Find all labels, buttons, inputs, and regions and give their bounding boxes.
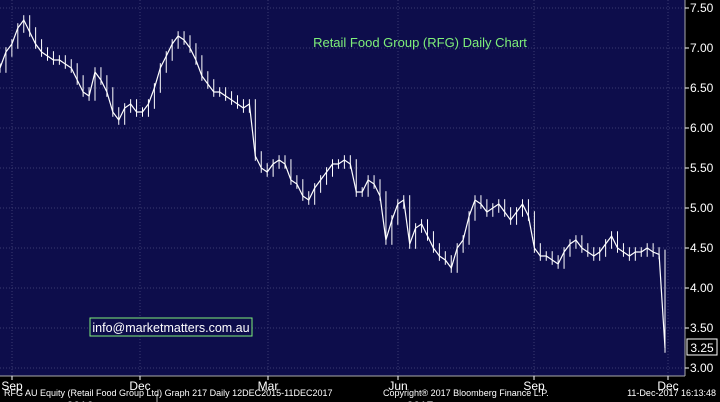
- watermark-box: [89, 317, 253, 337]
- x-tick-label: Dec: [129, 379, 150, 393]
- y-tick-label: 3.00: [690, 361, 714, 375]
- grid-lines: [0, 0, 685, 376]
- y-tick-label: 3.50: [690, 321, 714, 335]
- plot-area: [0, 0, 685, 376]
- footer-left: RFG AU Equity (Retail Food Group Ltd) Gr…: [4, 388, 333, 398]
- last-price-box: [686, 338, 718, 356]
- x-tick-label: Mar: [258, 379, 279, 393]
- y-tick-label: 6.00: [690, 121, 714, 135]
- x-tick-label: Sep: [1, 379, 23, 393]
- footer-right: 11-Dec-2017 16:13:48: [627, 388, 716, 398]
- watermark-text: info@marketmatters.com.au: [92, 321, 249, 335]
- y-tick-label: 5.00: [690, 201, 714, 215]
- x-tick-label: Dec: [657, 379, 678, 393]
- y-axis: 3.00 3.50 4.00 4.50 5.00 5.50 6.00 6.50 7.00 7.50: [684, 0, 714, 376]
- y-tick-label: 6.50: [690, 81, 714, 95]
- y-tick-label: 7.50: [690, 1, 714, 15]
- price-line: [0, 18, 666, 349]
- y-tick-label: 5.50: [690, 161, 714, 175]
- footer-center: Copyright® 2017 Bloomberg Finance L.P.: [383, 388, 549, 398]
- y-tick-label: 7.00: [690, 41, 714, 55]
- chart-title: Retail Food Group (RFG) Daily Chart: [313, 35, 527, 50]
- year-label: 2017: [407, 399, 434, 402]
- x-axis: Sep Dec Mar Jun Sep Dec 2016 2017: [0, 375, 685, 402]
- last-price-label: 3.25: [690, 341, 714, 355]
- y-tick-label: 4.00: [690, 281, 714, 295]
- price-bars: [0, 15, 666, 353]
- y-tick-label: 4.50: [690, 241, 714, 255]
- x-tick-label: Jun: [388, 379, 407, 393]
- year-label: 2016: [67, 399, 94, 402]
- x-tick-label: Sep: [523, 379, 545, 393]
